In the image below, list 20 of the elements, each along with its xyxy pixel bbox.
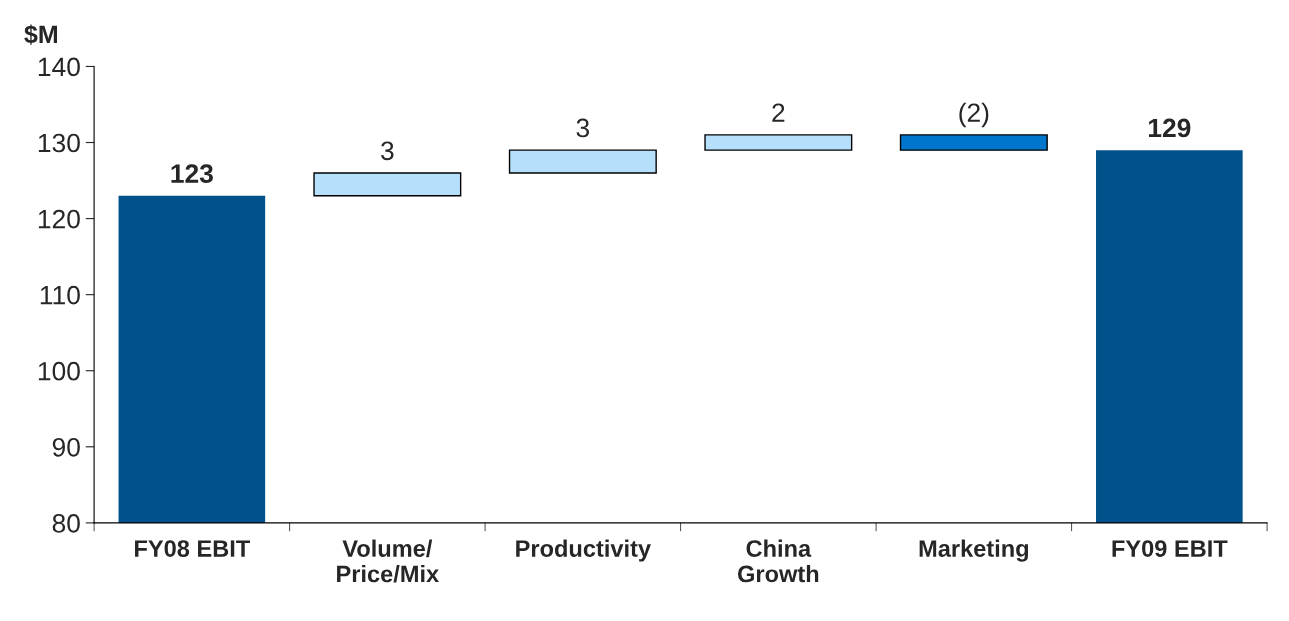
y-tick-label: 110 xyxy=(40,285,80,305)
data-label: 3 xyxy=(381,141,394,161)
y-tick-label: 100 xyxy=(38,361,80,381)
y-axis-title: $M xyxy=(24,24,58,45)
data-label: (2) xyxy=(959,102,989,128)
data-label: 129 xyxy=(1148,118,1191,138)
y-tick-label: 90 xyxy=(52,437,80,457)
y-tick-label: 80 xyxy=(52,514,80,533)
data-label: 123 xyxy=(171,164,213,183)
y-tick-label: 120 xyxy=(38,209,80,229)
x-tick-label: Volume/ Price/Mix xyxy=(337,539,440,583)
data-label: 2 xyxy=(772,103,785,122)
x-tick-label: China Growth xyxy=(738,539,819,583)
x-tick-label: FY08 EBIT xyxy=(135,540,250,557)
y-tick-label: 140 xyxy=(38,57,80,77)
x-tick-label: FY09 EBIT xyxy=(1112,540,1228,557)
x-tick-label: Productivity xyxy=(516,539,651,562)
y-tick-label: 130 xyxy=(38,133,80,153)
data-label: 3 xyxy=(576,118,590,138)
x-tick-label: Marketing xyxy=(919,539,1029,562)
